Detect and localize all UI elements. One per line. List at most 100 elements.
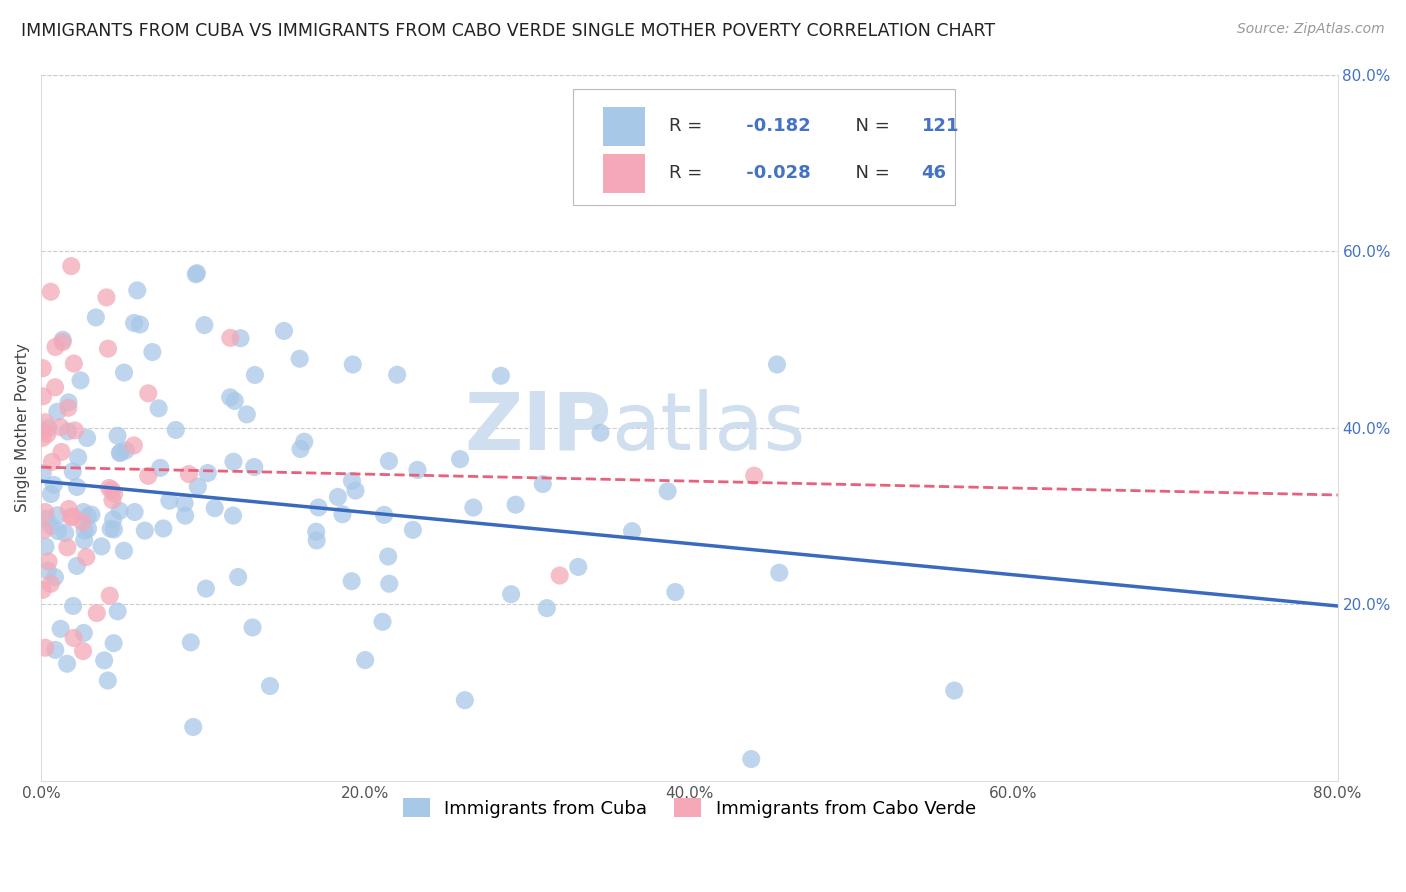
Point (536, 601, 558, 615)
Legend: Immigrants from Cuba, Immigrants from Cabo Verde: Immigrants from Cuba, Immigrants from Ca… (395, 791, 983, 825)
Point (664, 585, 686, 599)
Point (236, 408, 259, 422)
Point (73, 626, 96, 640)
Point (93, 653, 115, 667)
Point (180, 635, 202, 649)
Text: Source: ZipAtlas.com: Source: ZipAtlas.com (1237, 22, 1385, 37)
Point (62, 599, 84, 613)
Point (122, 316, 145, 330)
Point (103, 523, 125, 537)
Point (77, 522, 100, 536)
Point (69, 373, 91, 387)
Point (288, 351, 311, 366)
Point (39, 487, 62, 501)
Point (340, 574, 363, 589)
Point (42, 478, 65, 492)
Point (342, 358, 364, 372)
Y-axis label: Single Mother Poverty: Single Mother Poverty (15, 343, 30, 512)
Point (186, 266, 208, 280)
Point (31, 582, 53, 597)
Point (141, 345, 163, 359)
Point (84, 310, 107, 325)
Point (377, 549, 399, 564)
Point (44, 570, 66, 584)
Point (385, 368, 408, 382)
Point (60, 259, 83, 273)
Point (463, 500, 485, 515)
Point (197, 466, 219, 480)
Point (90, 540, 112, 554)
Point (129, 318, 152, 332)
Point (112, 543, 135, 558)
Point (149, 461, 172, 475)
Point (589, 425, 612, 440)
Point (80, 508, 103, 522)
Point (103, 512, 125, 526)
Point (124, 505, 146, 519)
Point (354, 653, 377, 667)
Point (259, 679, 281, 693)
Point (768, 566, 790, 580)
Point (98, 589, 121, 603)
Point (56, 657, 79, 671)
Point (108, 446, 131, 460)
Point (766, 358, 789, 372)
Point (402, 523, 425, 537)
Text: R =: R = (669, 164, 707, 183)
Point (97, 673, 120, 688)
Point (340, 474, 363, 488)
Point (108, 504, 131, 518)
Point (184, 267, 207, 281)
Point (742, 468, 765, 483)
Point (37, 427, 59, 442)
Point (222, 508, 245, 523)
Point (37, 564, 59, 578)
Point (66, 480, 89, 494)
Point (371, 615, 394, 629)
Point (194, 582, 217, 596)
Point (86, 606, 108, 620)
Point (243, 368, 266, 382)
Point (305, 533, 328, 548)
Point (193, 318, 215, 332)
Point (46, 405, 69, 419)
Point (62, 631, 84, 645)
Point (449, 452, 471, 467)
Point (332, 508, 354, 522)
Point (96, 290, 118, 304)
Point (110, 445, 132, 459)
Point (454, 693, 477, 707)
Point (72, 644, 94, 658)
Point (58, 502, 80, 516)
Point (621, 524, 644, 538)
Point (305, 524, 328, 539)
Point (242, 620, 264, 634)
Text: ZIP: ZIP (464, 389, 612, 467)
Point (32, 389, 55, 403)
Point (273, 324, 295, 338)
Point (41, 455, 63, 469)
Point (112, 366, 135, 380)
Point (222, 455, 245, 469)
Point (46, 508, 69, 523)
Point (114, 443, 136, 458)
Point (37, 420, 59, 434)
Point (548, 568, 571, 582)
Point (101, 493, 124, 508)
Point (378, 576, 401, 591)
Point (373, 508, 395, 522)
Point (531, 477, 554, 491)
Point (165, 423, 187, 437)
Point (73, 533, 96, 548)
Point (46, 524, 69, 538)
Point (101, 483, 124, 497)
Point (52, 335, 75, 350)
Text: 121: 121 (921, 117, 959, 135)
Point (39, 519, 62, 533)
Point (58, 395, 80, 409)
Point (75, 549, 97, 564)
Point (98, 481, 121, 495)
Text: N =: N = (844, 164, 896, 183)
Text: -0.182: -0.182 (740, 117, 811, 135)
Point (103, 636, 125, 650)
